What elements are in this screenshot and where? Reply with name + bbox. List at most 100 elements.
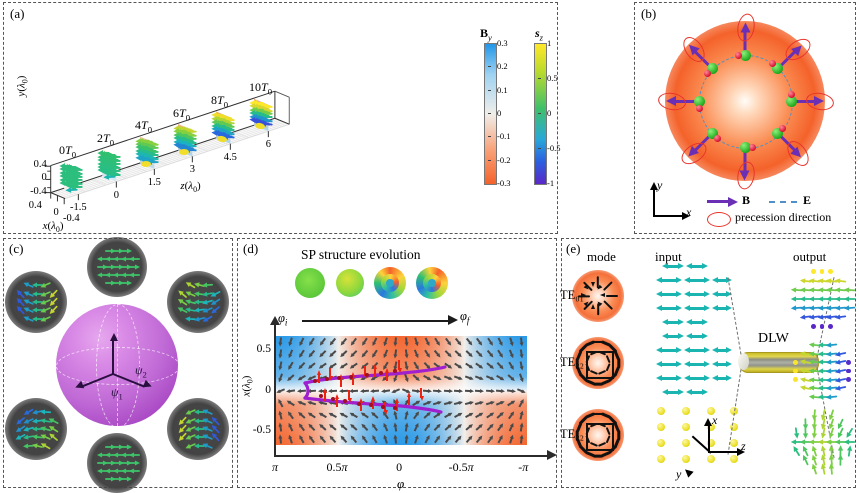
colorbar-by bbox=[484, 43, 497, 185]
panel-e-output-arrow bbox=[826, 342, 838, 348]
panel-c-field-arrow bbox=[120, 280, 132, 286]
panel-d-spin-arrow bbox=[394, 398, 400, 411]
panel-e-input-arrow-head-left bbox=[712, 305, 718, 311]
panel-b-magnetic-dipole bbox=[706, 62, 718, 74]
panel-a-z-tick: 6 bbox=[265, 139, 271, 151]
colorbar-by-tickmark bbox=[488, 89, 491, 91]
panel-c-sphere-axis-dashed bbox=[116, 304, 119, 426]
panel-e-input-arrow bbox=[686, 333, 708, 339]
panel-a: (a) 0.4 0 -0.4 y(λ0) 0.4 0 -0.4 x(λ0) -1.5 0 1.5 3 4… bbox=[3, 2, 561, 235]
panel-b-electric-dipole bbox=[734, 51, 742, 59]
panel-d-x-axis-line bbox=[274, 455, 548, 457]
panel-a-y-tick: 0 bbox=[41, 172, 47, 184]
panel-e-mode-field-arrowhead bbox=[591, 303, 595, 309]
panel-c-field-arrow bbox=[120, 444, 132, 450]
panel-d-spin-arrow bbox=[316, 370, 322, 383]
panel-e-input-arrow bbox=[662, 263, 684, 269]
panel-e-input-arrow-shaft bbox=[688, 377, 706, 380]
colorbar-by-tick: -0.2 bbox=[497, 154, 511, 165]
panel-c-field-arrow bbox=[128, 452, 139, 457]
panel-d-sp-structure-circle bbox=[336, 269, 364, 297]
panel-e-output-dot bbox=[819, 324, 825, 329]
panel-c-sphere-meridian bbox=[96, 304, 140, 428]
colorbar-sz-tick: -0.5 bbox=[547, 143, 561, 153]
panel-c-field-arrow bbox=[128, 460, 140, 466]
panel-e-input-arrow-shaft bbox=[666, 265, 680, 268]
panel-a-x-tick: 0 bbox=[53, 207, 59, 219]
panel-b-electric-dipole bbox=[778, 125, 786, 133]
colorbar-sz-tick: 0 bbox=[547, 108, 552, 118]
colorbar-sz-tick: 0.5 bbox=[547, 73, 558, 83]
panel-c-field-inset bbox=[167, 398, 229, 460]
panel-d-x-axis-arrowhead bbox=[547, 450, 557, 460]
panel-a-x-tick: 0.4 bbox=[28, 199, 42, 211]
panel-e-output-arrow bbox=[835, 277, 847, 284]
panel-b-magnetic-dipole bbox=[772, 62, 784, 74]
panel-e-output-arrow bbox=[835, 314, 847, 321]
panel-e-input-arrow bbox=[686, 389, 708, 395]
panel-e-output-arrow bbox=[793, 427, 800, 439]
panel-d-trajectory-node bbox=[381, 405, 385, 409]
panel-e-input-arrow-head-left bbox=[686, 263, 692, 269]
panel-e-output-dot bbox=[846, 377, 851, 382]
panel-e-input-arrow-shaft bbox=[716, 293, 728, 296]
panel-e-output-arrow bbox=[838, 454, 844, 466]
panel-a-x-axis-label: x(λ0) bbox=[42, 220, 64, 235]
panel-d-y-tick: -0.5 bbox=[252, 423, 271, 436]
panel-d-spin-arrow bbox=[322, 388, 328, 401]
panel-e-input-dot bbox=[682, 439, 690, 447]
colorbar-by-tick: 0.3 bbox=[497, 38, 508, 48]
colorbar-sz-title: sz bbox=[535, 26, 544, 43]
panel-e-input-arrow-shaft bbox=[660, 307, 678, 310]
panel-e-mode-profile bbox=[572, 409, 624, 461]
panel-b-legend-precession-ellipse bbox=[707, 212, 731, 227]
panel-e-input-arrow-head-right bbox=[676, 361, 682, 367]
panel-c-field-inset bbox=[5, 271, 67, 333]
colorbar-by-tick: 0.1 bbox=[497, 84, 508, 95]
panel-e-input-arrow-head-left bbox=[656, 347, 662, 353]
panel-d-label: (d) bbox=[243, 241, 259, 256]
panel-e-input-arrow-head-right bbox=[704, 375, 710, 381]
panel-e-input-arrow bbox=[656, 305, 682, 311]
colorbar-sz-tick: -1 bbox=[547, 178, 555, 188]
panel-c-field-arrow bbox=[120, 476, 132, 482]
panel-e-input-arrow-head-right bbox=[676, 375, 682, 381]
panel-e-input-arrow bbox=[686, 263, 708, 269]
panel-d-trajectory-node bbox=[313, 379, 317, 383]
panel-a-z-tick: 4.5 bbox=[223, 151, 237, 163]
panel-e-output-arrow bbox=[844, 427, 855, 439]
panel-e-input-dot bbox=[707, 423, 715, 431]
panel-e-input-arrow-shaft bbox=[688, 293, 706, 296]
panel-d-sp-structure-circle bbox=[416, 267, 448, 299]
panel-a-plot-3d: 0.4 0 -0.4 y(λ0) 0.4 0 -0.4 x(λ0) -1.5 0 1.5 3 4.5 6 z… bbox=[4, 3, 561, 235]
panel-e: (e) mode input output TE₀₁ TE₂₂ TE₂₂ DLW x z y bbox=[560, 238, 856, 488]
panel-e-input-arrow-head-left bbox=[684, 277, 690, 283]
panel-e-input-arrow-head-right bbox=[726, 291, 732, 297]
panel-e-input-arrow-head-right bbox=[704, 291, 710, 297]
panel-d-x-tick: -π bbox=[518, 460, 529, 474]
panel-a-spin-ellipse bbox=[141, 161, 152, 168]
panel-d-phase-arrow-line bbox=[302, 320, 450, 322]
panel-e-input-arrow bbox=[712, 305, 732, 311]
panel-d-trajectory-node bbox=[331, 397, 335, 401]
panel-e-output-dot bbox=[828, 324, 834, 329]
panel-e-input-arrow-head-left bbox=[712, 375, 718, 381]
panel-e-input-arrow-head-left bbox=[686, 389, 692, 395]
panel-c-field-arrow bbox=[201, 441, 213, 450]
panel-e-input-arrow-head-left bbox=[712, 291, 718, 297]
panel-e-input-arrow-head-right bbox=[726, 277, 732, 283]
colorbar-by-tickmark bbox=[488, 66, 491, 68]
panel-e-input-arrow-shaft bbox=[660, 377, 678, 380]
panel-e-axis-y-label: y bbox=[676, 467, 682, 481]
panel-e-input-arrow-head-left bbox=[656, 305, 662, 311]
panel-a-time-label: 0T0 bbox=[59, 143, 76, 160]
panel-e-input-arrow-head-right bbox=[702, 333, 708, 339]
panel-e-input-arrow bbox=[684, 291, 710, 297]
panel-e-mode-label: TE₀₁ bbox=[560, 288, 584, 302]
panel-e-output-arrow bbox=[811, 427, 817, 439]
panel-e-input-arrow-shaft bbox=[690, 265, 704, 268]
panel-c-field-arrow bbox=[128, 256, 139, 261]
panel-e-input-arrow bbox=[712, 375, 732, 381]
panel-e-input-arrow-shaft bbox=[688, 349, 706, 352]
